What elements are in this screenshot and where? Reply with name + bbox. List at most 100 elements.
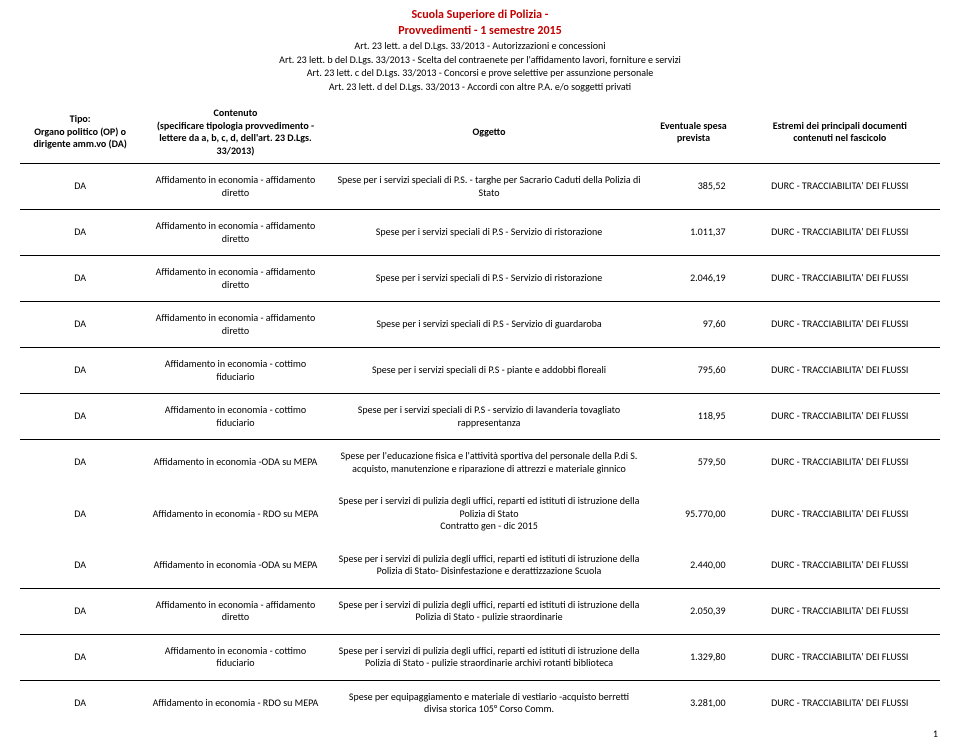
col-oggetto: Oggetto xyxy=(331,101,648,164)
cell-estremi: DURC - TRACCIABILITA' DEI FLUSSI xyxy=(740,543,940,589)
col-contenuto-l3: lettere da a, b, c, d, dell'art. 23 D.Lg… xyxy=(159,131,311,144)
header-art-a: Art. 23 lett. a del D.Lgs. 33/2013 - Aut… xyxy=(20,39,940,53)
table-row: DAAffidamento in economia - RDO su MEPAS… xyxy=(20,485,940,543)
col-contenuto-l4: 33/2013) xyxy=(217,144,255,157)
cell-spesa: 385,52 xyxy=(647,164,739,210)
cell-spesa: 795,60 xyxy=(647,348,739,394)
table-row: DAAffidamento in economia - RDO su MEPAS… xyxy=(20,680,940,726)
table-row: DAAffidamento in economia - affidamento … xyxy=(20,210,940,256)
col-contenuto-l2: (specificare tipologia provvedimento - xyxy=(157,119,314,132)
cell-oggetto: Spese per i servizi speciali di P.S - Se… xyxy=(331,302,648,348)
cell-tipo: DA xyxy=(20,348,140,394)
header-title-1: Scuola Superiore di Polizia - xyxy=(20,8,940,24)
cell-estremi: DURC - TRACCIABILITA' DEI FLUSSI xyxy=(740,164,940,210)
col-spesa-l2: prevista xyxy=(677,131,710,144)
cell-oggetto: Spese per i servizi speciali di P.S - Se… xyxy=(331,210,648,256)
cell-contenuto: Affidamento in economia - affidamento di… xyxy=(140,164,330,210)
table-body: DAAffidamento in economia - affidamento … xyxy=(20,164,940,726)
cell-contenuto: Affidamento in economia - cottimo fiduci… xyxy=(140,634,330,680)
cell-contenuto: Affidamento in economia - affidamento di… xyxy=(140,210,330,256)
cell-oggetto: Spese per i servizi speciali di P.S - pi… xyxy=(331,348,648,394)
cell-contenuto: Affidamento in economia -ODA su MEPA xyxy=(140,440,330,486)
table-row: DAAffidamento in economia - cottimo fidu… xyxy=(20,394,940,440)
document-header: Scuola Superiore di Polizia - Provvedime… xyxy=(20,8,940,93)
cell-tipo: DA xyxy=(20,256,140,302)
cell-spesa: 95.770,00 xyxy=(647,485,739,543)
table-row: DAAffidamento in economia -ODA su MEPASp… xyxy=(20,440,940,486)
provvedimenti-table: Tipo: Organo politico (OP) o dirigente a… xyxy=(20,101,940,726)
cell-tipo: DA xyxy=(20,485,140,543)
cell-tipo: DA xyxy=(20,394,140,440)
cell-oggetto: Spese per i servizi di pulizia degli uff… xyxy=(331,543,648,589)
header-art-c: Art. 23 lett. c del D.Lgs. 33/2013 - Con… xyxy=(20,66,940,80)
cell-spesa: 118,95 xyxy=(647,394,739,440)
page: Scuola Superiore di Polizia - Provvedime… xyxy=(0,0,960,746)
header-title-2: Provvedimenti - 1 semestre 2015 xyxy=(20,24,940,40)
cell-tipo: DA xyxy=(20,634,140,680)
cell-contenuto: Affidamento in economia - affidamento di… xyxy=(140,588,330,634)
cell-contenuto: Affidamento in economia - RDO su MEPA xyxy=(140,680,330,726)
header-art-b: Art. 23 lett. b del D.Lgs. 33/2013 - Sce… xyxy=(20,53,940,67)
table-row: DAAffidamento in economia - affidamento … xyxy=(20,302,940,348)
cell-estremi: DURC - TRACCIABILITA' DEI FLUSSI xyxy=(740,394,940,440)
col-contenuto-l1: Contenuto xyxy=(214,106,258,119)
cell-estremi: DURC - TRACCIABILITA' DEI FLUSSI xyxy=(740,348,940,394)
table-header-row: Tipo: Organo politico (OP) o dirigente a… xyxy=(20,101,940,164)
col-tipo-l2: Organo politico (OP) o xyxy=(34,125,126,138)
cell-oggetto: Spese per i servizi di pulizia degli uff… xyxy=(331,588,648,634)
cell-oggetto: Spese per i servizi speciali di P.S - Se… xyxy=(331,256,648,302)
cell-estremi: DURC - TRACCIABILITA' DEI FLUSSI xyxy=(740,485,940,543)
table-row: DAAffidamento in economia - affidamento … xyxy=(20,164,940,210)
header-art-d: Art. 23 lett. d del D.Lgs. 33/2013 - Acc… xyxy=(20,80,940,94)
table-row: DAAffidamento in economia - affidamento … xyxy=(20,588,940,634)
cell-oggetto: Spese per i servizi speciali di P.S - se… xyxy=(331,394,648,440)
cell-estremi: DURC - TRACCIABILITA' DEI FLUSSI xyxy=(740,256,940,302)
cell-spesa: 579,50 xyxy=(647,440,739,486)
cell-estremi: DURC - TRACCIABILITA' DEI FLUSSI xyxy=(740,634,940,680)
cell-contenuto: Affidamento in economia - affidamento di… xyxy=(140,302,330,348)
cell-contenuto: Affidamento in economia - cottimo fiduci… xyxy=(140,394,330,440)
cell-oggetto: Spese per l'educazione fisica e l'attivi… xyxy=(331,440,648,486)
table-row: DAAffidamento in economia - affidamento … xyxy=(20,256,940,302)
cell-tipo: DA xyxy=(20,210,140,256)
cell-oggetto: Spese per i servizi di pulizia degli uff… xyxy=(331,634,648,680)
page-number: 1 xyxy=(933,727,938,740)
cell-tipo: DA xyxy=(20,302,140,348)
cell-spesa: 2.440,00 xyxy=(647,543,739,589)
col-spesa: Eventuale spesa prevista xyxy=(647,101,739,164)
table-row: DAAffidamento in economia - cottimo fidu… xyxy=(20,348,940,394)
cell-contenuto: Affidamento in economia - cottimo fiduci… xyxy=(140,348,330,394)
col-estremi-l1: Estremi dei principali documenti xyxy=(773,119,907,132)
col-estremi: Estremi dei principali documenti contenu… xyxy=(740,101,940,164)
cell-tipo: DA xyxy=(20,543,140,589)
cell-estremi: DURC - TRACCIABILITA' DEI FLUSSI xyxy=(740,680,940,726)
cell-spesa: 1.329,80 xyxy=(647,634,739,680)
cell-spesa: 2.046,19 xyxy=(647,256,739,302)
table-row: DAAffidamento in economia -ODA su MEPASp… xyxy=(20,543,940,589)
cell-estremi: DURC - TRACCIABILITA' DEI FLUSSI xyxy=(740,302,940,348)
col-tipo-l3: dirigente amm.vo (DA) xyxy=(33,137,127,150)
cell-contenuto: Affidamento in economia - RDO su MEPA xyxy=(140,485,330,543)
cell-contenuto: Affidamento in economia -ODA su MEPA xyxy=(140,543,330,589)
cell-tipo: DA xyxy=(20,588,140,634)
cell-spesa: 1.011,37 xyxy=(647,210,739,256)
cell-tipo: DA xyxy=(20,164,140,210)
col-contenuto: Contenuto (specificare tipologia provved… xyxy=(140,101,330,164)
col-estremi-l2: contenuti nel fascicolo xyxy=(793,131,886,144)
col-tipo: Tipo: Organo politico (OP) o dirigente a… xyxy=(20,101,140,164)
cell-spesa: 2.050,39 xyxy=(647,588,739,634)
cell-oggetto: Spese per i servizi di pulizia degli uff… xyxy=(331,485,648,543)
cell-estremi: DURC - TRACCIABILITA' DEI FLUSSI xyxy=(740,588,940,634)
cell-tipo: DA xyxy=(20,680,140,726)
cell-spesa: 3.281,00 xyxy=(647,680,739,726)
cell-spesa: 97,60 xyxy=(647,302,739,348)
table-row: DAAffidamento in economia - cottimo fidu… xyxy=(20,634,940,680)
cell-estremi: DURC - TRACCIABILITA' DEI FLUSSI xyxy=(740,210,940,256)
col-tipo-l1: Tipo: xyxy=(70,112,91,125)
cell-oggetto: Spese per i servizi speciali di P.S. - t… xyxy=(331,164,648,210)
cell-estremi: DURC - TRACCIABILITA' DEI FLUSSI xyxy=(740,440,940,486)
cell-tipo: DA xyxy=(20,440,140,486)
cell-contenuto: Affidamento in economia - affidamento di… xyxy=(140,256,330,302)
col-spesa-l1: Eventuale spesa xyxy=(660,119,726,132)
cell-oggetto: Spese per equipaggiamento e materiale di… xyxy=(331,680,648,726)
